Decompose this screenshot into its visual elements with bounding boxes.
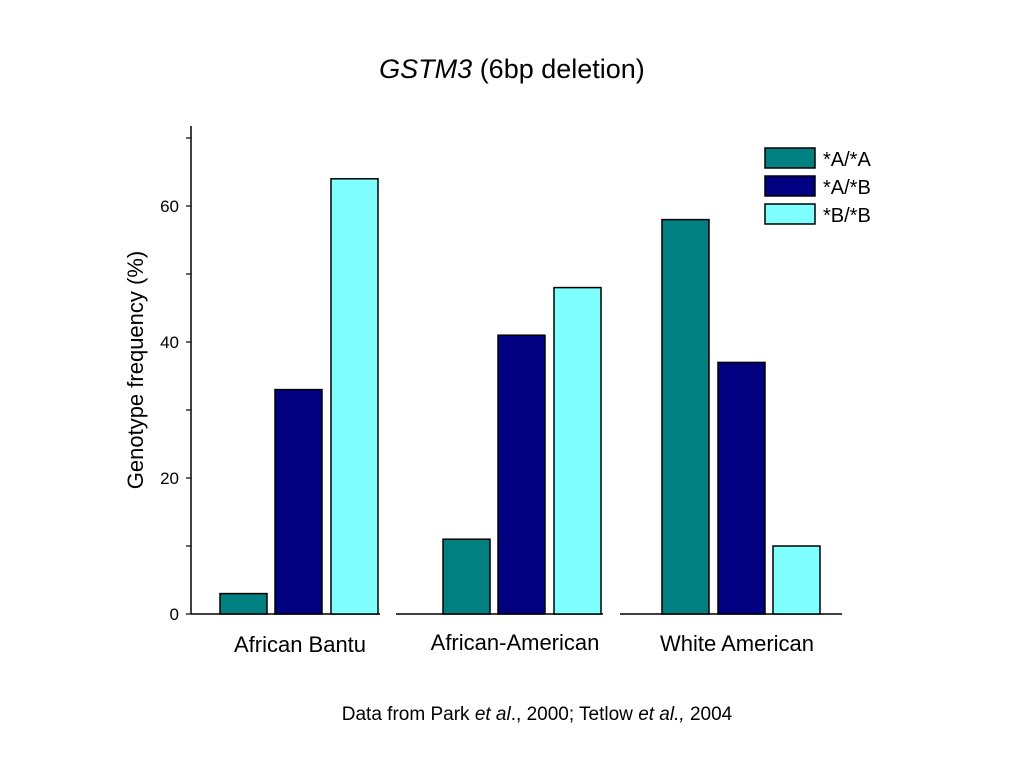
source-prefix: Data from Park [341, 704, 475, 725]
y-tick-label: 0 [170, 605, 179, 624]
category-label: African-American [431, 630, 600, 655]
bar-aa-2 [661, 218, 710, 615]
legend-swatch [764, 175, 816, 197]
legend-label: *A/*B [823, 177, 871, 199]
legend-label: *A/*A [823, 149, 871, 171]
y-tick-label: 40 [160, 333, 179, 352]
bar-bb-1 [553, 286, 602, 615]
legend-label: *B/*B [823, 205, 871, 227]
source-suffix: 2004 [684, 704, 733, 725]
bar-ab-0 [274, 388, 323, 615]
bar-aa-1 [442, 538, 491, 615]
y-tick-label: 20 [160, 469, 179, 488]
source-mid: ., 2000; Tetlow [510, 704, 639, 725]
bar-aa-0 [219, 592, 268, 615]
bar-ab-2 [717, 361, 766, 615]
data-source-note: Data from Park et al., 2000; Tetlow et a… [0, 704, 1024, 726]
category-label: White American [660, 631, 814, 656]
y-axis-label: Genotype frequency (%) [123, 251, 148, 489]
legend-swatch [764, 147, 816, 169]
bar-bb-2 [772, 545, 821, 615]
source-etal-2: et al., [638, 704, 685, 725]
bar-bb-0 [330, 178, 379, 615]
source-etal-1: et al [474, 704, 511, 725]
title-gene: GSTM3 [379, 54, 473, 84]
category-label: African Bantu [234, 632, 366, 657]
chart-title: GSTM3 (6bp deletion) [0, 54, 1024, 85]
title-rest: (6bp deletion) [472, 54, 645, 84]
y-tick-label: 60 [160, 197, 179, 216]
legend-swatch [764, 203, 816, 225]
bar-ab-1 [497, 334, 546, 615]
